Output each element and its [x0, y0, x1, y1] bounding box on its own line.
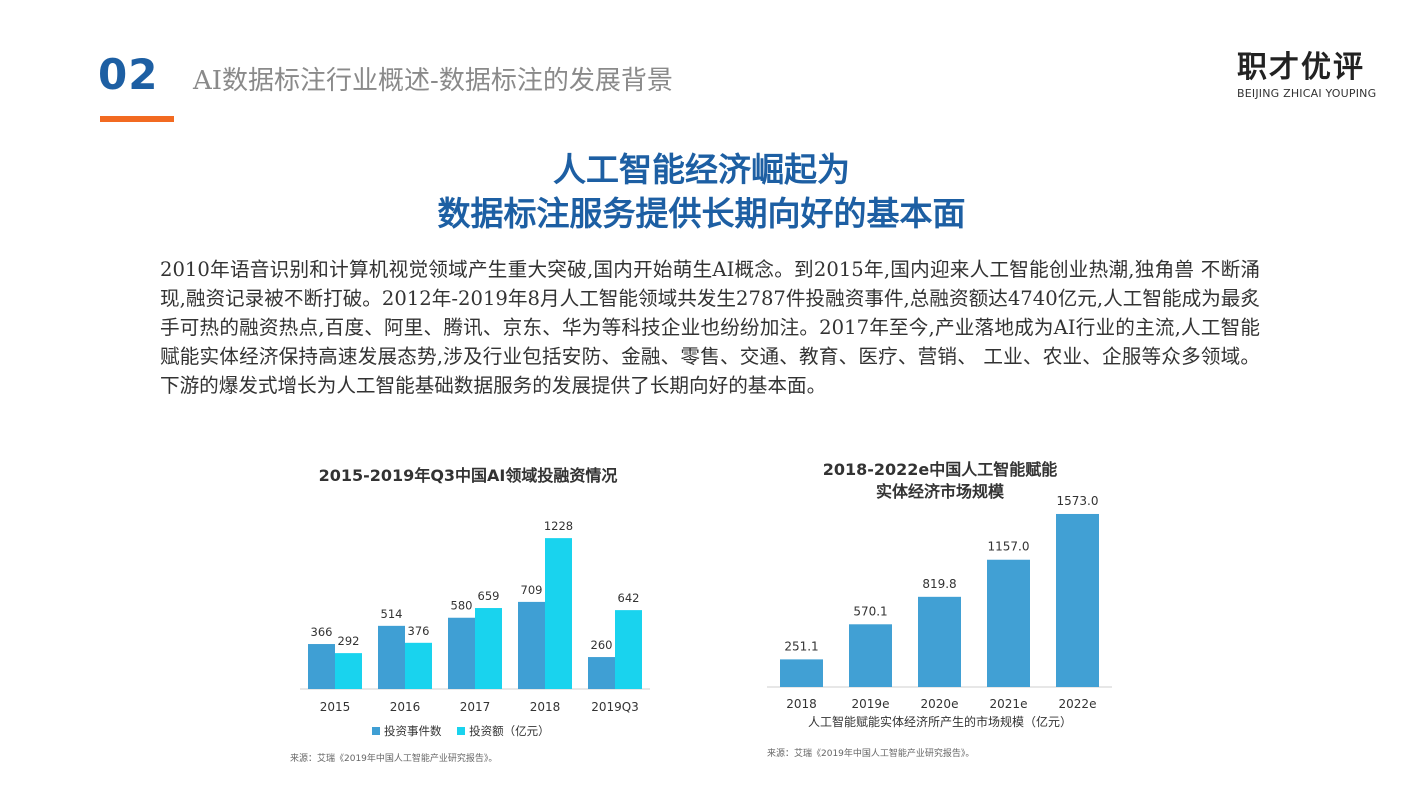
chart1-source: 来源：艾瑞《2019年中国人工智能产业研究报告》。: [290, 754, 498, 764]
chart2-bar: [1056, 513, 1099, 687]
chart1-bar: [448, 617, 475, 689]
chart2-source: 来源：艾瑞《2019年中国人工智能产业研究报告》。: [767, 749, 975, 759]
section-title: AI数据标注行业概述-数据标注的发展背景: [193, 66, 673, 96]
chart2-data-label: 1157.0: [988, 540, 1030, 554]
legend-item-events: 投资事件数: [372, 723, 442, 739]
section-accent-bar: [100, 116, 174, 122]
chart1-bar: [405, 642, 432, 689]
headline-line-2: 数据标注服务提供长期向好的基本面: [437, 194, 966, 233]
headline-line-1: 人工智能经济崛起为: [553, 150, 850, 189]
chart1-data-label: 260: [591, 638, 613, 652]
chart1-bar: [308, 644, 335, 689]
chart2-x-tick-label: 2021e: [990, 697, 1028, 711]
chart2-x-tick-label: 2019e: [852, 697, 890, 711]
chart1-x-tick-label: 2019Q3: [591, 700, 639, 714]
chart1-bar: [615, 610, 642, 689]
chart1-data-label: 376: [408, 624, 430, 638]
slide-headline: 人工智能经济崛起为 数据标注服务提供长期向好的基本面: [0, 148, 1403, 236]
chart2-bar: [849, 624, 892, 687]
logo-text-en: BEIJING ZHICAI YOUPING: [1237, 87, 1377, 100]
chart2-bar: [780, 659, 823, 687]
chart1-x-tick-label: 2017: [460, 700, 491, 714]
chart1-data-label: 366: [311, 625, 333, 639]
chart1-bar: [518, 601, 545, 689]
chart1-data-label: 709: [521, 583, 543, 597]
chart1-investment-bar-chart: 366 292 2015 514 376 2016 580 659 2017 709 1228 201…: [300, 519, 650, 714]
chart1-data-label: 292: [338, 634, 360, 648]
chart1-bar: [475, 608, 502, 689]
chart1-bar: [588, 657, 615, 689]
legend-label-events: 投资事件数: [384, 724, 442, 738]
chart2-market-size-bar-chart: 251.1 2018 570.1 2019e 819.8 2020e 1157.0 2021e…: [767, 494, 1112, 711]
chart1-bar: [378, 625, 405, 689]
chart2-x-tick-label: 2020e: [921, 697, 959, 711]
chart1-data-label: 642: [618, 591, 640, 605]
chart2-bar: [987, 559, 1030, 687]
chart1-x-tick-label: 2018: [530, 700, 561, 714]
chart2-title: 2018-2022e中国人工智能赋能实体经济市场规模: [822, 460, 1058, 501]
chart1-legend: 投资事件数 投资额（亿元）: [372, 723, 562, 739]
chart2-data-label: 570.1: [853, 604, 887, 618]
legend-item-amount: 投资额（亿元）: [457, 723, 550, 739]
chart2-bar: [918, 596, 961, 687]
chart1-x-tick-label: 2016: [390, 700, 421, 714]
chart2-x-tick-label: 2022e: [1059, 697, 1097, 711]
legend-label-amount: 投资额（亿元）: [469, 724, 550, 738]
section-number: 02: [98, 50, 159, 99]
chart1-bar: [335, 653, 362, 689]
chart1-data-label: 659: [478, 589, 500, 603]
chart1-title: 2015-2019年Q3中国AI领域投融资情况: [318, 466, 618, 485]
chart2-data-label: 1573.0: [1057, 494, 1099, 508]
chart2-data-label: 251.1: [784, 639, 818, 653]
chart1-data-label: 580: [451, 599, 473, 613]
chart2-data-label: 819.8: [922, 577, 956, 591]
legend-swatch-amount: [457, 727, 466, 735]
body-paragraph: 2010年语音识别和计算机视觉领域产生重大突破,国内开始萌生AI概念。到2015…: [160, 258, 1260, 397]
company-logo: 职才优评 BEIJING ZHICAI YOUPING: [1237, 50, 1377, 100]
chart1-bar: [545, 538, 572, 689]
chart2-x-tick-label: 2018: [786, 697, 817, 711]
chart1-data-label: 514: [381, 607, 403, 621]
chart1-x-tick-label: 2015: [320, 700, 351, 714]
legend-swatch-events: [372, 727, 380, 735]
chart1-data-label: 1228: [544, 519, 573, 533]
chart2-caption: 人工智能赋能实体经济所产生的市场规模（亿元）: [807, 715, 1072, 729]
logo-text-cn: 职才优评: [1237, 50, 1365, 85]
